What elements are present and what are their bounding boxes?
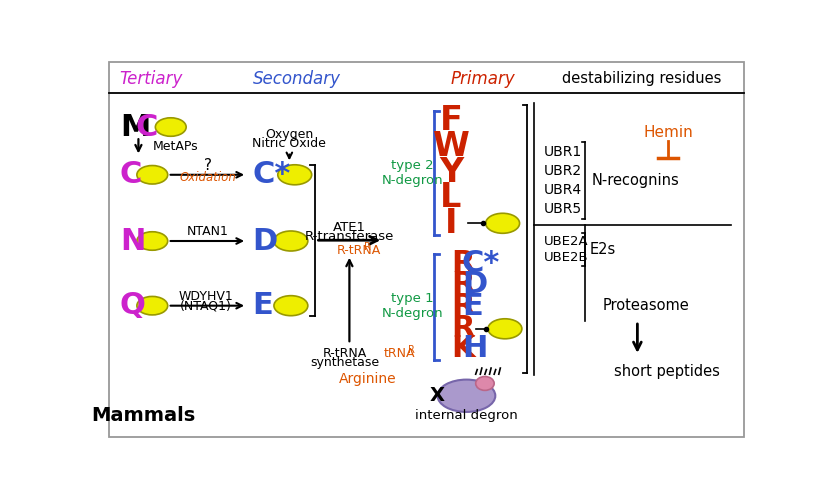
Ellipse shape bbox=[274, 231, 308, 251]
Text: (NTAQ1): (NTAQ1) bbox=[181, 299, 232, 312]
Ellipse shape bbox=[137, 296, 168, 315]
Text: UBR2: UBR2 bbox=[543, 164, 582, 178]
Text: Y: Y bbox=[439, 156, 463, 189]
Text: UBR1: UBR1 bbox=[543, 145, 582, 159]
Text: Proteasome: Proteasome bbox=[602, 298, 690, 313]
Text: R: R bbox=[451, 270, 474, 299]
Text: M: M bbox=[120, 113, 151, 142]
Text: C*: C* bbox=[252, 160, 290, 189]
Ellipse shape bbox=[278, 165, 312, 185]
Text: short peptides: short peptides bbox=[614, 364, 721, 378]
Text: WDYHV1: WDYHV1 bbox=[179, 290, 234, 303]
Ellipse shape bbox=[274, 296, 308, 316]
Text: R: R bbox=[451, 249, 474, 278]
Text: X: X bbox=[429, 386, 444, 405]
Text: UBR5: UBR5 bbox=[543, 203, 582, 216]
Ellipse shape bbox=[137, 165, 168, 184]
Text: type 1
N-degron: type 1 N-degron bbox=[382, 291, 443, 320]
Text: Primary: Primary bbox=[451, 70, 516, 87]
Ellipse shape bbox=[438, 379, 495, 412]
Text: Q: Q bbox=[120, 291, 146, 320]
Text: C: C bbox=[136, 113, 158, 142]
Text: internal degron: internal degron bbox=[415, 409, 518, 421]
Text: ?: ? bbox=[204, 158, 211, 173]
Text: Secondary: Secondary bbox=[253, 70, 341, 87]
Text: E2s: E2s bbox=[590, 242, 616, 257]
Text: R: R bbox=[451, 314, 474, 343]
Text: R: R bbox=[408, 345, 415, 355]
Text: L: L bbox=[440, 181, 462, 214]
Text: K: K bbox=[451, 333, 475, 363]
Text: type 2
N-degron: type 2 N-degron bbox=[382, 159, 443, 187]
Ellipse shape bbox=[488, 319, 522, 339]
Text: Oxidation: Oxidation bbox=[179, 171, 236, 184]
Text: destabilizing residues: destabilizing residues bbox=[562, 71, 721, 86]
Text: Tertiary: Tertiary bbox=[119, 70, 182, 87]
Text: N-recognins: N-recognins bbox=[592, 173, 679, 188]
Text: synthetase: synthetase bbox=[310, 356, 379, 369]
Text: C*: C* bbox=[462, 249, 500, 278]
Ellipse shape bbox=[156, 118, 186, 136]
Ellipse shape bbox=[476, 376, 494, 390]
Text: F: F bbox=[439, 104, 463, 137]
Text: UBR4: UBR4 bbox=[543, 183, 582, 197]
Text: Mammals: Mammals bbox=[91, 406, 196, 424]
Text: MetAPs: MetAPs bbox=[152, 140, 198, 153]
Text: R-transferase: R-transferase bbox=[305, 230, 394, 243]
Text: R-tRNA: R-tRNA bbox=[337, 244, 381, 257]
Text: Oxygen: Oxygen bbox=[265, 128, 314, 141]
Text: tRNA: tRNA bbox=[384, 347, 415, 360]
Text: I: I bbox=[445, 207, 458, 240]
Text: N: N bbox=[120, 227, 146, 255]
Text: D: D bbox=[252, 227, 278, 255]
Text: E: E bbox=[252, 291, 273, 320]
Text: E: E bbox=[462, 292, 483, 321]
Text: Arginine: Arginine bbox=[339, 372, 397, 386]
FancyBboxPatch shape bbox=[109, 62, 744, 437]
Text: R: R bbox=[451, 292, 474, 321]
Text: NTAN1: NTAN1 bbox=[186, 225, 229, 238]
Text: Nitric Oxide: Nitric Oxide bbox=[252, 137, 326, 151]
Ellipse shape bbox=[486, 213, 519, 233]
Text: Hemin: Hemin bbox=[643, 125, 693, 140]
Text: UBE2B: UBE2B bbox=[543, 251, 588, 264]
Text: D: D bbox=[462, 270, 487, 299]
Text: W: W bbox=[433, 130, 469, 163]
Ellipse shape bbox=[137, 232, 168, 250]
Text: UBE2A: UBE2A bbox=[543, 235, 588, 248]
Text: C: C bbox=[120, 160, 142, 189]
Text: ATE1: ATE1 bbox=[333, 221, 366, 235]
Text: H: H bbox=[462, 333, 488, 363]
Text: R-tRNA: R-tRNA bbox=[323, 347, 367, 360]
Text: R: R bbox=[364, 242, 371, 252]
